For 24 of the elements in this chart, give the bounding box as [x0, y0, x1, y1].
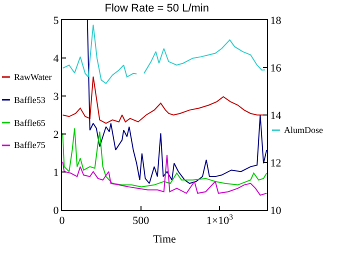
- y-tick-label: 0: [53, 204, 60, 217]
- legend-label: Baffle65: [14, 118, 46, 128]
- y2-tick-label: 16: [270, 62, 282, 74]
- line-series: [62, 76, 266, 124]
- y-tick-label: 5: [53, 14, 60, 27]
- y2-tick-label: 12: [270, 157, 282, 170]
- y-tick-label: 3: [53, 90, 60, 103]
- legend-label: Baffle53: [14, 95, 46, 105]
- line-series: [62, 154, 267, 196]
- line-series: [62, 128, 267, 188]
- x-tick-label: 500: [132, 215, 150, 228]
- line-series: [86, 20, 267, 184]
- legend-label: RawWater: [14, 72, 52, 82]
- legend-label: Baffle75: [14, 140, 46, 150]
- y-tick-label: 4: [53, 52, 60, 65]
- y2-tick-label: 18: [270, 14, 282, 27]
- y2-tick-label: 14: [270, 110, 282, 122]
- chart-title: Flow Rate = 50 L/min: [104, 2, 209, 15]
- y2-tick-label: 10: [270, 204, 282, 217]
- y-tick-label: 1: [53, 166, 59, 179]
- legend-label: AlumDose: [284, 125, 323, 135]
- x-axis-title: Time: [153, 233, 176, 246]
- y-tick-label: 2: [53, 128, 59, 141]
- x-tick-label: 1×10$^{3}$: [206, 212, 234, 228]
